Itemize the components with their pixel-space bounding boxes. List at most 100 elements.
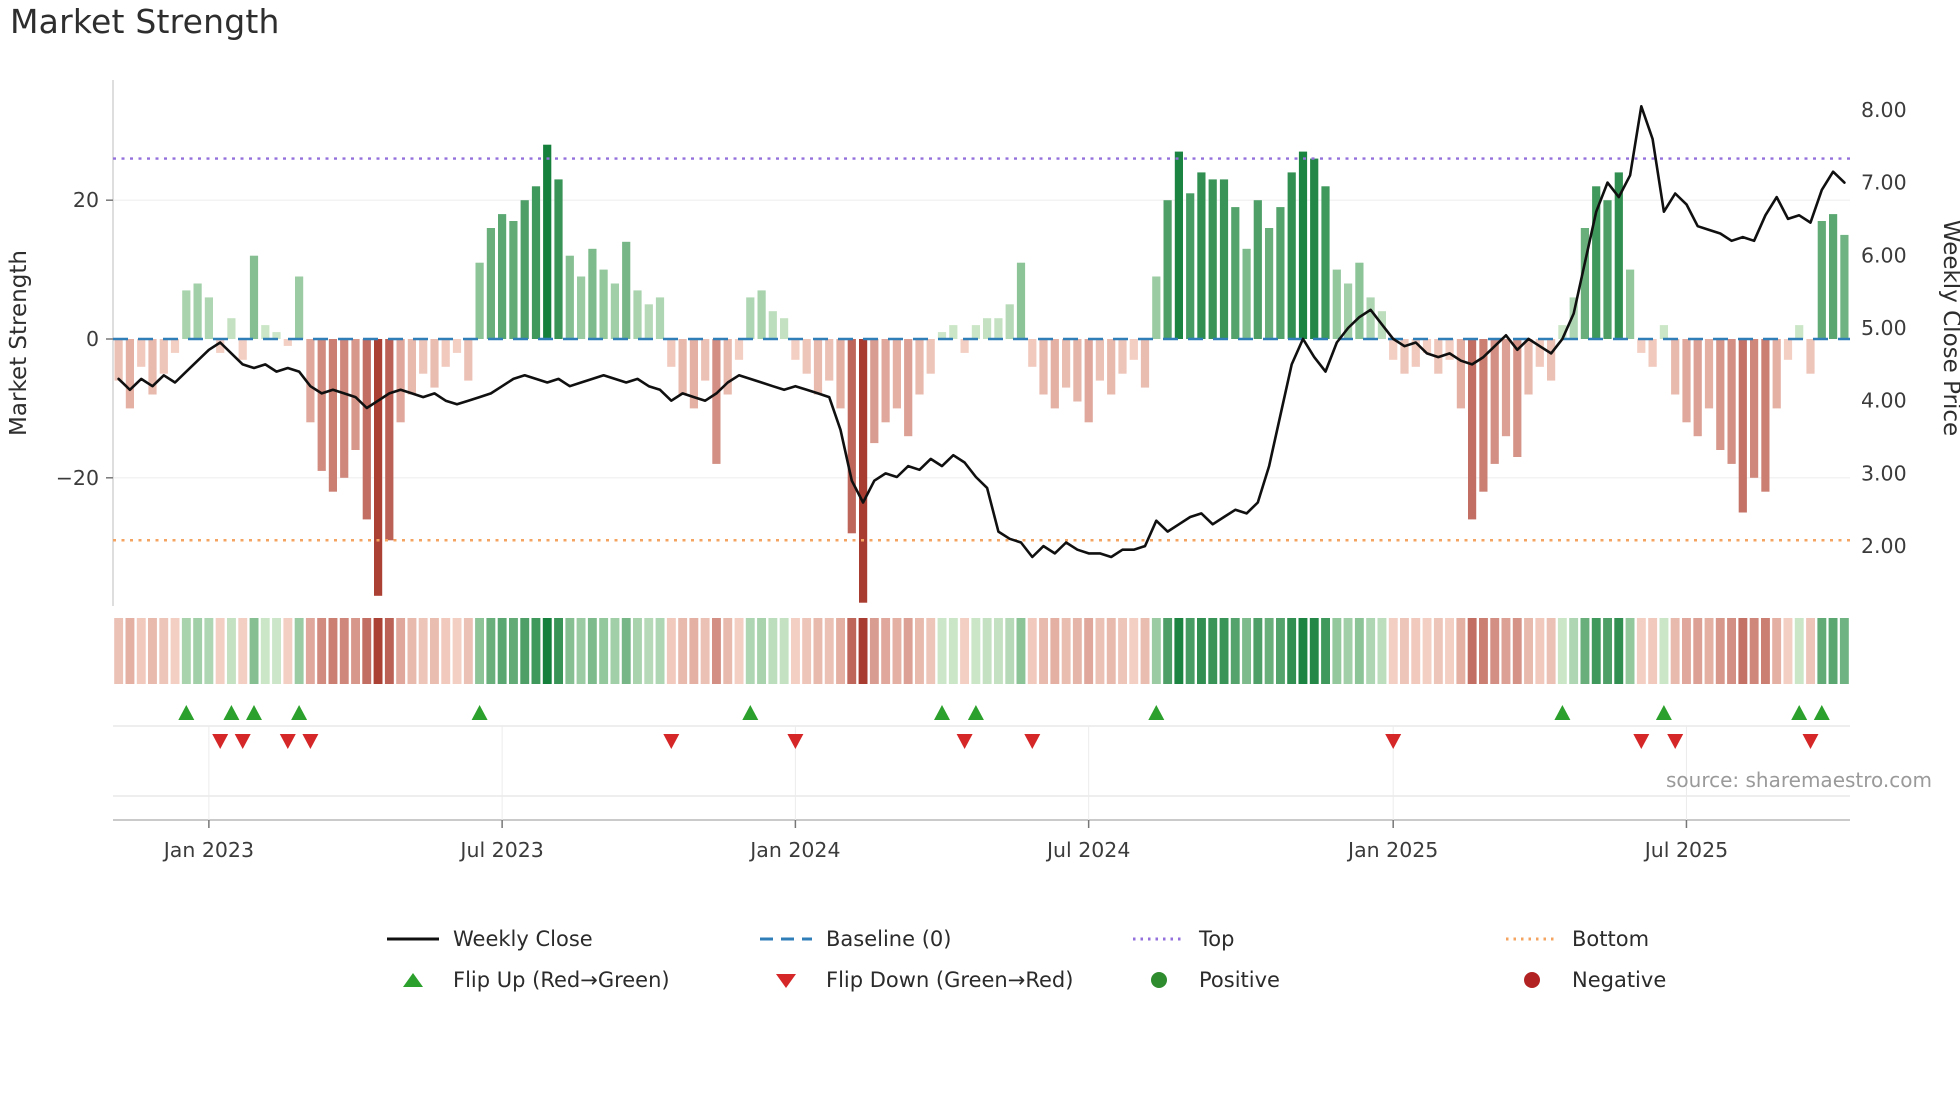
- strength-bar: [283, 339, 292, 346]
- strength-bar: [1389, 339, 1398, 360]
- flip-up-marker: [1148, 705, 1165, 720]
- heatmap-cell: [136, 618, 146, 684]
- strength-bar: [1468, 339, 1477, 520]
- heatmap-cell: [249, 618, 259, 684]
- legend-label-weekly-close: Weekly Close: [453, 926, 593, 951]
- price-tick-label: 6.00: [1861, 243, 1907, 267]
- heatmap-cell: [1614, 618, 1624, 684]
- strength-bar: [802, 339, 811, 374]
- top-dotted-icon: [1133, 937, 1185, 940]
- strength-bar: [937, 332, 947, 339]
- heatmap-cell: [351, 618, 360, 684]
- heatmap-cell: [373, 618, 383, 684]
- heatmap-cell: [621, 618, 631, 684]
- heatmap-cell: [824, 618, 834, 684]
- heatmap-cell: [1287, 618, 1297, 684]
- strength-bar: [1197, 172, 1206, 339]
- heatmap-cell: [542, 618, 552, 684]
- heatmap-cell: [700, 618, 710, 684]
- strength-bar: [441, 339, 450, 367]
- strength-bar: [1163, 200, 1172, 339]
- heatmap-cell: [791, 618, 800, 684]
- heatmap-cell: [1467, 618, 1477, 684]
- heatmap-cell: [948, 618, 958, 684]
- strength-bar: [1253, 200, 1262, 339]
- strength-bar: [678, 339, 687, 395]
- flip-up-marker: [471, 705, 488, 720]
- heatmap-cell: [903, 618, 913, 684]
- strength-bar: [881, 339, 890, 423]
- heatmap-cell: [1321, 618, 1330, 684]
- heatmap-cell: [1772, 618, 1782, 684]
- heatmap-cell: [813, 618, 823, 684]
- heatmap-cell: [339, 618, 349, 684]
- flip-down-marker: [956, 734, 973, 749]
- strength-bar: [498, 214, 507, 339]
- negative-dot-icon: [1524, 971, 1540, 988]
- heatmap-cell: [836, 618, 845, 684]
- heatmap-cell: [1433, 618, 1443, 684]
- x-tick-label: Jul 2024: [1045, 838, 1130, 862]
- strength-bar: [1140, 339, 1150, 388]
- strength-bar: [170, 339, 180, 353]
- heatmap-cell: [1490, 618, 1500, 684]
- heatmap-cell: [1253, 618, 1263, 684]
- legend-item-positive: Positive: [1131, 968, 1504, 992]
- heatmap-cell: [587, 618, 597, 684]
- heatmap-cell: [1230, 618, 1240, 684]
- price-tick-label: 5.00: [1861, 316, 1907, 340]
- heatmap-cell: [678, 618, 688, 684]
- heatmap-cell: [1039, 618, 1048, 684]
- heatmap-cell: [1309, 618, 1319, 684]
- heatmap-cell: [892, 618, 902, 684]
- heatmap-cell: [1197, 618, 1206, 684]
- price-tick-label: 2.00: [1861, 534, 1907, 558]
- strength-bar: [949, 325, 958, 339]
- heatmap-cell: [1343, 618, 1353, 684]
- strength-bar: [1592, 186, 1601, 339]
- strength-bar: [306, 339, 315, 423]
- strength-bar: [1682, 339, 1691, 423]
- legend-label-positive: Positive: [1199, 967, 1280, 992]
- strength-bar: [1479, 339, 1488, 492]
- legend-item-baseline: Baseline (0): [758, 927, 1131, 951]
- heatmap-cell: [1140, 618, 1150, 684]
- heatmap-cell: [396, 618, 406, 684]
- strength-bar: [1558, 325, 1567, 339]
- legend-item-bottom: Bottom: [1504, 927, 1877, 951]
- heatmap-cell: [926, 618, 936, 684]
- strength-bar: [971, 325, 980, 339]
- strength-bar: [475, 262, 484, 339]
- strength-bar: [655, 297, 665, 339]
- heatmap-cell: [1501, 618, 1511, 684]
- strength-bar: [1614, 172, 1623, 339]
- heatmap-cell: [712, 618, 721, 684]
- x-tick-label: Jul 2025: [1643, 838, 1728, 862]
- heatmap-cell: [1817, 618, 1827, 684]
- strength-bar: [1817, 221, 1826, 339]
- strength-bar: [216, 339, 225, 353]
- strength-bar: [1829, 214, 1838, 339]
- strength-bar: [1659, 325, 1668, 339]
- strength-bar: [768, 311, 777, 339]
- chart-title: Market Strength: [10, 2, 280, 41]
- strength-bar: [1062, 339, 1071, 388]
- strength-bar: [712, 339, 721, 464]
- strength-bar: [125, 339, 134, 409]
- strength-bar: [1704, 339, 1714, 409]
- strength-bar: [1332, 269, 1341, 339]
- heatmap-cell: [1084, 618, 1094, 684]
- heatmap-cell: [509, 618, 518, 684]
- strength-bar: [362, 339, 371, 520]
- strength-bar: [847, 339, 856, 534]
- heatmap-cell: [1603, 618, 1612, 684]
- heatmap-cell: [1005, 618, 1015, 684]
- heatmap-cell: [1422, 618, 1432, 684]
- strength-bar: [734, 339, 744, 360]
- heatmap-cell: [1636, 618, 1646, 684]
- heatmap-cell: [655, 618, 665, 684]
- strength-bar: [1783, 339, 1793, 360]
- strength-bar: [1637, 339, 1646, 353]
- strength-bar: [1084, 339, 1093, 423]
- flip-down-marker: [234, 734, 251, 749]
